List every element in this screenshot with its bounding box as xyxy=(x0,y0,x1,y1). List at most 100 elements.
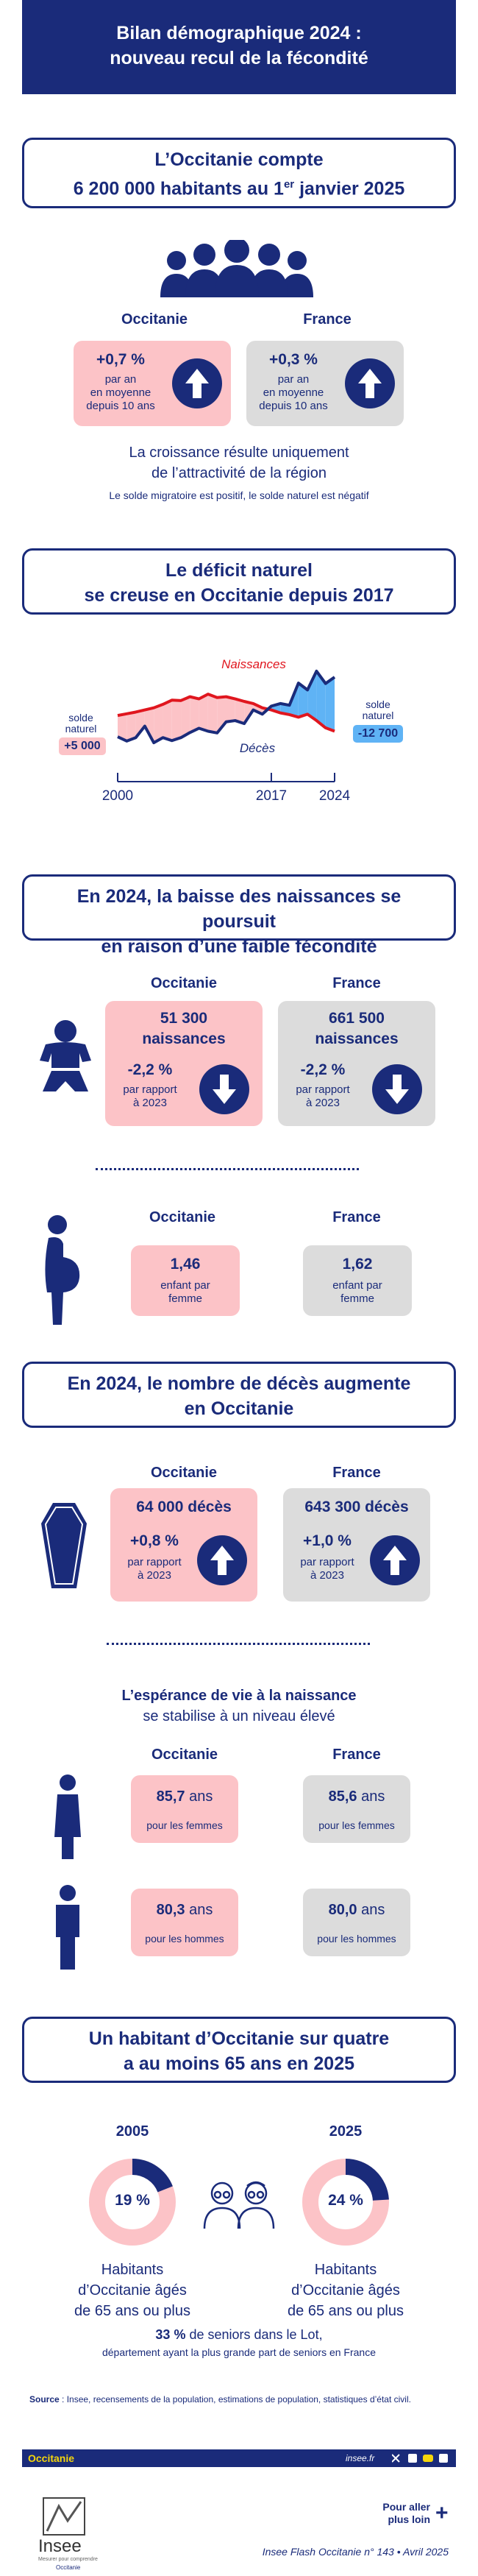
deaths-occitanie-sub2: à 2023 xyxy=(138,1569,171,1582)
population-title-box: L’Occitanie compte 6 200 000 habitants a… xyxy=(22,138,456,208)
x-tick-label: 2017 xyxy=(256,788,287,804)
deces-label: Décès xyxy=(240,741,276,755)
solde-area xyxy=(307,670,317,721)
births-occitanie-card: 51 300 naissances -2,2 % par rapport à 2… xyxy=(105,1001,263,1126)
solde-area xyxy=(154,704,163,743)
growth-text-2: de l’attractivité de la région xyxy=(151,465,327,481)
deaths-france-sub2: à 2023 xyxy=(310,1569,344,1582)
seniors-2005-pct: 19 % xyxy=(115,2192,150,2209)
naissances-label: Naissances xyxy=(221,657,286,671)
life-men-france-sub: pour les hommes xyxy=(317,1933,396,1945)
fertility-france-card: 1,62 enfant par femme xyxy=(303,1245,412,1316)
linkedin-icon xyxy=(408,2454,417,2463)
births-occitanie-word: naissances xyxy=(142,1030,226,1047)
fertility-occitanie-card: 1,46 enfant par femme xyxy=(131,1245,240,1316)
deficit-title-line2: se creuse en Occitanie depuis 2017 xyxy=(84,585,394,606)
x-icon xyxy=(392,2454,400,2463)
header-title-line2: nouveau recul de la fécondité xyxy=(110,48,368,68)
fertility-label-france: France xyxy=(332,1209,381,1225)
deaths-label-occitanie: Occitanie xyxy=(150,1465,218,1481)
deaths-occitanie-num: 64 000 décès xyxy=(136,1498,232,1515)
more-link[interactable]: Pour aller plus loin xyxy=(382,2501,430,2525)
solde-area xyxy=(171,700,182,741)
footer-site-link[interactable]: insee.fr xyxy=(346,2453,375,2463)
life-women-france-value: 85,6 xyxy=(328,1788,357,1805)
life-intro-1: L’espérance de vie à la naissance xyxy=(121,1688,357,1704)
solde-area xyxy=(190,696,199,733)
solde-right-label: solde naturel xyxy=(362,698,394,721)
unit-label: ans xyxy=(189,1788,213,1805)
people-group-icon xyxy=(160,240,313,297)
x-tick-label: 2000 xyxy=(102,788,133,804)
births-france-card: 661 500 naissances -2,2 % par rapport à … xyxy=(278,1001,435,1126)
deaths-france-num: 643 300 décès xyxy=(304,1498,409,1515)
births-france-pct: -2,2 % xyxy=(300,1061,346,1078)
man-icon xyxy=(56,1885,79,1970)
pop-occitanie-sub3: depuis 10 ans xyxy=(86,400,155,412)
publication-ref: Insee Flash Occitanie n° 143 • Avril 202… xyxy=(262,2546,449,2558)
life-men-occitanie-card: 80,3 ans pour les hommes xyxy=(131,1889,238,1956)
seniors-2025-pct: 24 % xyxy=(328,2192,363,2209)
births-title-line2: en raison d’une faible fécondité xyxy=(101,936,377,957)
life-intro-2: se stabilise à un niveau élevé xyxy=(143,1708,335,1724)
baby-icon xyxy=(40,1020,91,1091)
solde-area xyxy=(325,677,335,732)
growth-text-1: La croissance résulte uniquement xyxy=(129,445,349,461)
seniors-couple-icon xyxy=(203,2181,275,2229)
pop-occitanie-pct: +0,7 % xyxy=(96,351,145,368)
life-women-occitanie-card: 85,7 ans pour les femmes xyxy=(131,1775,238,1843)
life-women-occitanie-value: 85,7 xyxy=(156,1788,185,1805)
fertility-label-occitanie: Occitanie xyxy=(149,1209,216,1225)
life-men-france-value: 80,0 xyxy=(328,1902,357,1918)
deaths-occitanie-pct: +0,8 % xyxy=(130,1532,179,1549)
deaths-title-box: En 2024, le nombre de décès augmente en … xyxy=(22,1362,456,1428)
fertility-occitanie-sub2: femme xyxy=(168,1292,202,1305)
life-men-occitanie-value: 80,3 xyxy=(156,1902,185,1918)
life-label-occitanie: Occitanie xyxy=(151,1747,218,1763)
deaths-france-card: 643 300 décès +1,0 % par rapport à 2023 xyxy=(283,1488,430,1602)
deaths-france-sub1: par rapport xyxy=(300,1556,354,1568)
plus-icon[interactable]: + xyxy=(435,2501,449,2525)
arrow-up-icon xyxy=(345,358,395,408)
unit-label: ans xyxy=(361,1902,385,1918)
life-men-france-card: 80,0 ans pour les hommes xyxy=(303,1889,410,1956)
seniors-2025-share-arc xyxy=(302,2159,389,2246)
deaths-title-line1: En 2024, le nombre de décès augmente xyxy=(67,1373,411,1394)
pop-occitanie-sub1: par an xyxy=(104,373,137,386)
header-title-line1: Bilan démographique 2024 : xyxy=(116,23,362,43)
deaths-label-france: France xyxy=(332,1465,381,1481)
life-women-france-sub: pour les femmes xyxy=(318,1819,395,1831)
pop-france-sub3: depuis 10 ans xyxy=(259,400,328,412)
unit-label: ans xyxy=(361,1788,385,1805)
footer-region: Occitanie xyxy=(28,2452,75,2464)
solde-area xyxy=(316,670,326,728)
births-france-num: 661 500 xyxy=(329,1010,385,1027)
arrow-up-icon xyxy=(370,1535,420,1585)
fertility-france-sub2: femme xyxy=(340,1292,374,1305)
pop-occitanie-sub2: en moyenne xyxy=(90,386,151,399)
arrow-up-icon xyxy=(197,1535,247,1585)
pop-label-france: France xyxy=(303,311,352,328)
births-france-word: naissances xyxy=(315,1030,399,1047)
population-title-line2: 6 200 000 habitants au 1er janvier 2025 xyxy=(73,178,405,199)
fertility-france-value: 1,62 xyxy=(342,1256,373,1273)
life-women-france-card: 85,6 ans pour les femmes xyxy=(303,1775,410,1843)
youtube-icon xyxy=(423,2455,433,2462)
divider xyxy=(96,1168,359,1170)
seniors-lot-line: 33 % de seniors dans le Lot, xyxy=(155,2327,323,2342)
solde-left-label: solde naturel xyxy=(65,712,97,735)
solde-area xyxy=(226,696,235,722)
insee-logo xyxy=(43,2497,85,2536)
woman-icon xyxy=(54,1774,81,1859)
seniors-title-line2: a au moins 65 ans en 2025 xyxy=(123,2053,355,2074)
seniors-2005-share-arc xyxy=(89,2159,176,2246)
seniors-title-line1: Un habitant d’Occitanie sur quatre xyxy=(88,2028,390,2049)
insee-logo-text: Insee xyxy=(38,2536,82,2556)
deaths-occitanie-card: 64 000 décès +0,8 % par rapport à 2023 xyxy=(110,1488,257,1602)
deaths-title-line2: en Occitanie xyxy=(184,1398,294,1419)
seniors-year-2025: 2025 xyxy=(329,2123,363,2140)
arrow-down-icon xyxy=(372,1064,422,1114)
insee-logo-tagline: Mesurer pour comprendre xyxy=(38,2557,98,2562)
deces-line xyxy=(117,669,336,745)
pop-france-sub2: en moyenne xyxy=(263,386,324,399)
